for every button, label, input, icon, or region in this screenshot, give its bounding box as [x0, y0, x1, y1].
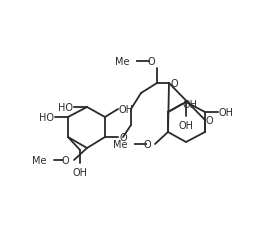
- Text: O: O: [147, 57, 155, 67]
- Text: O: O: [143, 139, 151, 149]
- Text: Me: Me: [31, 155, 46, 165]
- Text: O: O: [170, 79, 178, 89]
- Text: OH: OH: [219, 108, 233, 117]
- Text: O: O: [119, 132, 127, 142]
- Text: OH: OH: [72, 167, 88, 177]
- Text: HO: HO: [58, 103, 72, 112]
- Text: OH: OH: [183, 99, 197, 110]
- Text: Me: Me: [112, 139, 127, 149]
- Text: O: O: [205, 115, 213, 126]
- Text: OH: OH: [178, 120, 194, 130]
- Text: HO: HO: [38, 112, 54, 122]
- Text: Me: Me: [114, 57, 129, 67]
- Text: O: O: [61, 155, 69, 165]
- Text: OH: OH: [119, 105, 133, 115]
